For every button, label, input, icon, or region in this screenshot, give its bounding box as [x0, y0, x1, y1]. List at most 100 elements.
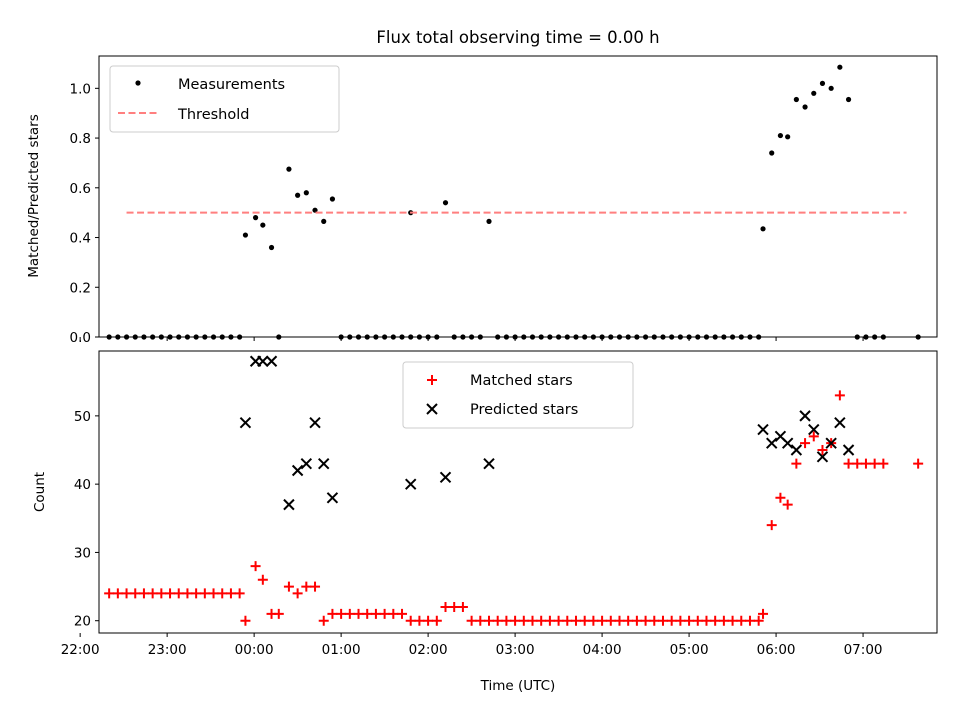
bottom-data-point [240, 615, 251, 626]
bottom-data-point [156, 588, 167, 599]
bottom-data-point [800, 438, 811, 449]
bottom-data-point [138, 588, 149, 599]
top-y-tick-label: 0.2 [70, 280, 91, 296]
legend-measurements-marker [135, 80, 141, 86]
bottom-data-point [182, 588, 193, 599]
bottom-data-point [449, 602, 460, 613]
bottom-data-point [353, 608, 364, 619]
bottom-data-point [414, 615, 425, 626]
bottom-data-point [234, 588, 245, 599]
top-data-point [303, 190, 309, 196]
bottom-data-point [781, 437, 794, 449]
bottom-data-point [423, 615, 434, 626]
bottom-data-point [782, 499, 793, 510]
bottom-data-point [878, 458, 889, 469]
bottom-data-point [283, 498, 295, 511]
bottom-data-point [165, 588, 176, 599]
top-y-tick-label: 0.4 [70, 231, 91, 247]
bottom-data-point [791, 458, 802, 469]
top-axes-frame [98, 55, 938, 338]
top-data-point [793, 96, 799, 103]
bottom-data-point [250, 561, 261, 572]
bottom-data-point [666, 615, 677, 626]
bottom-data-point [440, 602, 451, 613]
bottom-plot: 20 30 40 50 22:00 23:00 00:00 01:00 02:00 03:00 04… [61, 350, 938, 658]
legend-measurements-label: Measurements [178, 77, 285, 93]
top-data-point [811, 90, 817, 96]
bottom-data-point [570, 615, 581, 626]
bottom-data-point [344, 608, 355, 619]
bottom-data-point [758, 608, 769, 619]
top-y-tick-label: 0.6 [70, 181, 91, 197]
top-legend: Measurements Threshold [109, 65, 340, 133]
x-tick-label: 02:00 [409, 642, 448, 658]
bottom-data-point [431, 615, 442, 626]
bottom-data-point [842, 444, 855, 456]
bottom-data-point [501, 615, 512, 626]
bottom-data-point [692, 615, 703, 626]
bottom-data-point [675, 615, 686, 626]
bottom-data-point [614, 615, 625, 626]
top-y-tick-label: 0.8 [70, 131, 91, 147]
x-tick-label: 00:00 [235, 642, 274, 658]
legend-matched-marker [427, 375, 437, 385]
bottom-data-point [553, 615, 564, 626]
top-data-point [760, 226, 766, 232]
bottom-data-point [379, 608, 390, 619]
x-tick-label: 03:00 [496, 642, 535, 658]
x-tick-label: 07:00 [844, 642, 883, 658]
bottom-data-point [657, 615, 668, 626]
bottom-data-point [310, 581, 321, 592]
bottom-data-point [121, 588, 132, 599]
bottom-data-point [439, 471, 452, 484]
bottom-data-point [527, 615, 538, 626]
bottom-data-point [327, 608, 338, 619]
top-y-axis-label: Matched/Predicted stars [26, 114, 42, 277]
x-tick-label: 01:00 [322, 642, 361, 658]
bottom-data-point [808, 423, 820, 436]
bottom-data-point [852, 458, 863, 469]
bottom-data-point [808, 431, 819, 442]
bottom-data-point [173, 588, 184, 599]
bottom-data-point [817, 445, 828, 456]
top-data-point [252, 215, 259, 221]
bottom-data-point [701, 615, 712, 626]
legend-threshold-label: Threshold [177, 107, 249, 123]
x-tick-label: 05:00 [670, 642, 709, 658]
legend-predicted-label: Predicted stars [470, 402, 578, 418]
bottom-data-point [744, 615, 755, 626]
bottom-data-point [775, 492, 786, 503]
bottom-data-point [257, 355, 269, 367]
bottom-data-point [336, 608, 347, 619]
bottom-data-point [309, 416, 321, 429]
bottom-data-point [860, 458, 871, 469]
bottom-data-point [362, 608, 373, 619]
bottom-data-point [753, 615, 764, 626]
top-data-point [329, 196, 336, 202]
bottom-data-point [292, 588, 303, 599]
bottom-data-point [273, 608, 284, 619]
bottom-data-point [579, 615, 590, 626]
legend-predicted-marker [426, 403, 438, 415]
bottom-data-point [405, 478, 417, 490]
bottom-data-point [710, 615, 721, 626]
top-data-point [321, 218, 327, 224]
x-tick-label: 04:00 [583, 642, 622, 658]
bottom-data-point [816, 451, 829, 463]
bottom-data-point [388, 608, 399, 619]
top-data-point [242, 232, 249, 238]
bottom-legend: Matched stars Predicted stars [402, 361, 634, 429]
bottom-data-point [684, 615, 695, 626]
bottom-series-predicted-stars [239, 355, 855, 511]
bottom-data-point [718, 615, 729, 626]
bottom-data-point [492, 615, 503, 626]
bottom-data-point [825, 437, 837, 449]
bottom-data-point [631, 615, 642, 626]
top-y-tick-label: 1.0 [70, 81, 91, 97]
bottom-data-point [727, 615, 738, 626]
bottom-data-point [766, 520, 777, 531]
bottom-data-point [484, 615, 495, 626]
bottom-y-tick-label: 40 [74, 477, 91, 493]
